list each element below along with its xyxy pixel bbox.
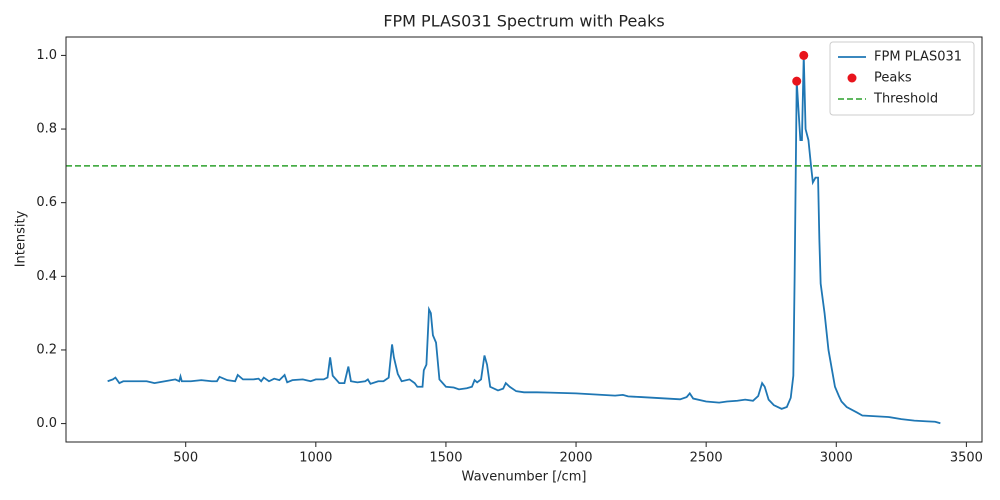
y-tick-label: 0.4 (36, 269, 57, 284)
plot-frame (65, 36, 983, 443)
legend-box (829, 41, 975, 116)
y-tick-label: 0.8 (36, 122, 57, 137)
y-tick-label: 1.0 (36, 48, 57, 63)
peak-point (792, 76, 802, 86)
x-tick-label: 500 (173, 451, 198, 466)
legend-label: Threshold (873, 92, 938, 107)
y-axis-label: Intensity (14, 210, 29, 267)
chart-title: FPM PLAS031 Spectrum with Peaks (383, 12, 664, 31)
peak-point (799, 50, 809, 60)
x-tick-label: 3000 (820, 451, 853, 466)
y-tick-label: 0.2 (36, 342, 57, 357)
x-axis-label: Wavenumber [/cm] (462, 470, 587, 485)
x-tick-label: 1000 (299, 451, 332, 466)
series-line (107, 55, 941, 425)
legend-label: FPM PLAS031 (874, 50, 962, 65)
x-tick-label: 3500 (950, 451, 983, 466)
y-tick-label: 0.6 (36, 195, 57, 210)
legend-swatch (847, 73, 857, 83)
x-tick-label: 1500 (429, 451, 462, 466)
legend-label: Peaks (874, 71, 912, 86)
x-tick-label: 2000 (559, 451, 592, 466)
y-tick-label: 0.0 (36, 416, 57, 431)
x-tick-label: 2500 (690, 451, 723, 466)
